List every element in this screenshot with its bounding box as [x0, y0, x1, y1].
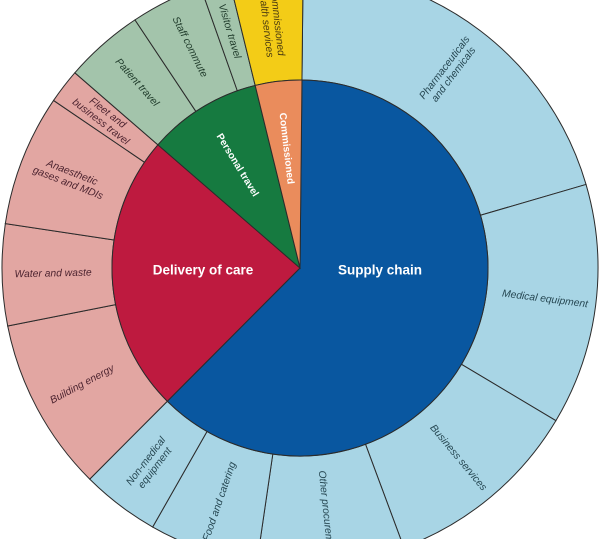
svg-text:Supply chain: Supply chain: [338, 263, 422, 278]
svg-text:Delivery of care: Delivery of care: [153, 263, 254, 278]
svg-text:Water and waste: Water and waste: [14, 268, 92, 281]
